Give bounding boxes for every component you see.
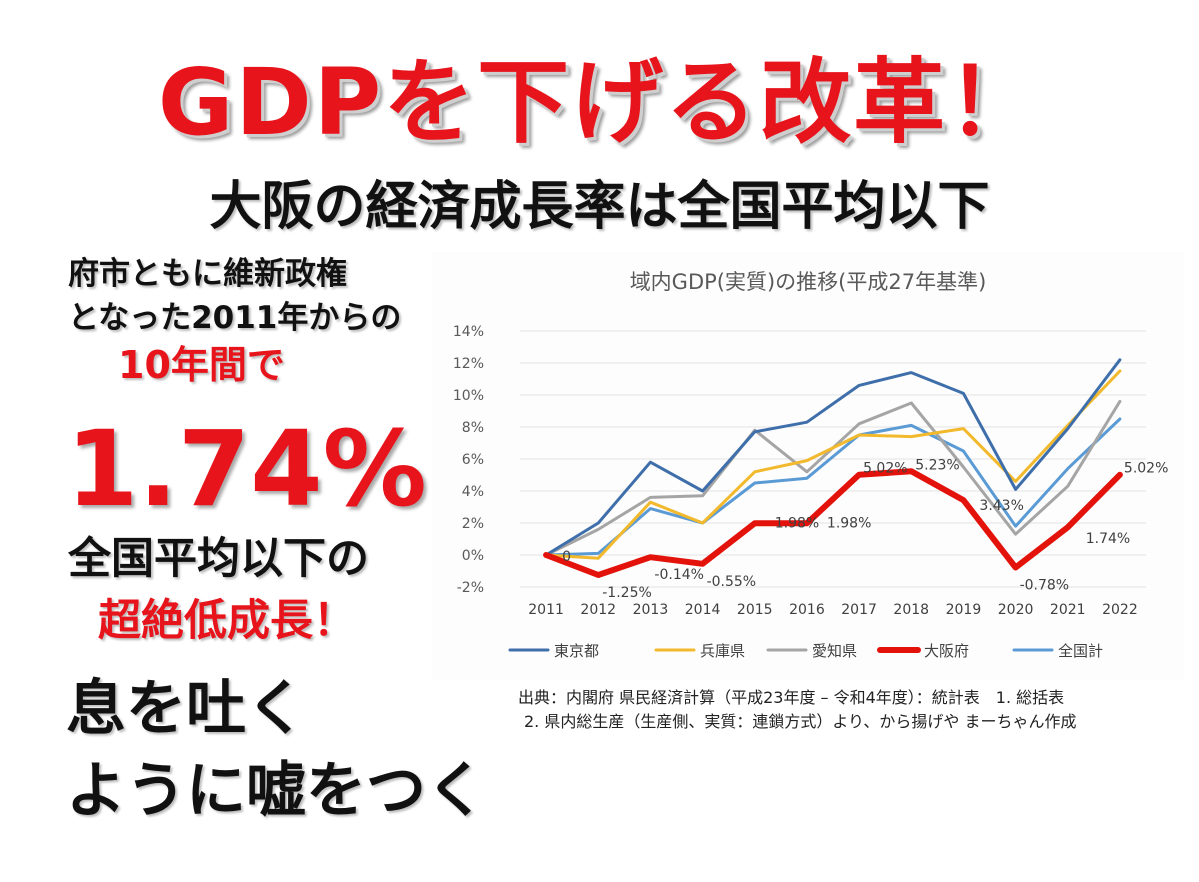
y-tick-label: 4% (462, 484, 484, 500)
source-note-line-1: 出典：内閣府 県民経済計算（平成23年度 – 令和4年度）：統計表 1. 総括表 (518, 688, 1065, 707)
series-line (544, 417, 1122, 557)
y-tick-label: 10% (453, 388, 484, 404)
data-labels: 0 -1.25%-0.14% -0.55% 1.98% 1.98% 5.02% 5.23% 3… (562, 457, 1168, 601)
series-line (544, 358, 1122, 557)
series-line (544, 399, 1122, 557)
data-label: 1.74% (1086, 531, 1130, 547)
legend-label: 大阪府 (924, 642, 969, 660)
data-label: -0.55% (707, 574, 757, 590)
x-tick-label: 2019 (946, 602, 982, 618)
x-tick-label: 2017 (841, 602, 877, 618)
data-label: 1.98% (827, 515, 871, 531)
x-tick-label: 2018 (893, 602, 929, 618)
x-tick-label: 2015 (737, 602, 773, 618)
x-axis-ticks: 2011 2012 2013 2014 2015 2016 2017 2018 2019 2020… (528, 602, 1137, 618)
side-text-line-8: ように嘘をつく (66, 756, 486, 826)
side-text-ten-years: 10年間で (118, 343, 285, 387)
subheadline: 大阪の経済成長率は全国平均以下 (209, 177, 990, 237)
data-label: -0.78% (1020, 577, 1070, 593)
headline: GDPを下げる改革！ (157, 49, 1042, 156)
data-label: -1.25% (602, 585, 652, 601)
x-tick-label: 2016 (789, 602, 825, 618)
y-axis-ticks: 14% 12% 10% 8% 6% 4% 2% 0% -2% (453, 324, 484, 596)
series-lines (543, 358, 1123, 578)
legend: 東京都 兵庫県 愛知県 大阪府 全国計 (508, 642, 1103, 660)
x-tick-label: 2011 (528, 602, 564, 618)
side-text-below-average: 全国平均以下の (68, 534, 369, 584)
legend-label: 全国計 (1058, 642, 1103, 660)
chart-title: 域内GDP(実質)の推移(平成27年基準) (630, 270, 987, 294)
legend-label: 愛知県 (812, 642, 857, 660)
grid-lines (520, 330, 1146, 588)
y-tick-label: -2% (457, 580, 484, 596)
x-tick-label: 2014 (685, 602, 721, 618)
legend-label: 兵庫県 (700, 642, 745, 660)
data-label: -0.14% (654, 567, 704, 583)
series-line (544, 369, 1122, 560)
series-line (543, 468, 1123, 578)
x-tick-label: 2022 (1102, 602, 1138, 618)
chart-panel: 域内GDP(実質)の推移(平成27年基準) 14% 12% 10% 8% 6% 4% 2% 0… (432, 252, 1184, 680)
side-text-line-2: となった2011年からの (68, 300, 402, 336)
data-label: 0 (562, 549, 571, 565)
y-tick-label: 6% (462, 452, 484, 468)
y-tick-label: 0% (462, 548, 484, 564)
x-tick-label: 2012 (580, 602, 616, 618)
data-label: 3.43% (979, 498, 1023, 514)
x-tick-label: 2021 (1050, 602, 1086, 618)
side-text-line-1: 府市ともに維新政権 (68, 256, 347, 292)
y-tick-label: 2% (462, 516, 484, 532)
data-label: 5.02% (863, 461, 907, 477)
legend-label: 東京都 (554, 642, 599, 660)
data-label: 1.98% (775, 515, 819, 531)
x-tick-label: 2020 (998, 602, 1034, 618)
x-tick-label: 2013 (633, 602, 669, 618)
source-note-line-2: 2. 県内総生産（生産側、実質：連鎖方式）より、から揚げや まーちゃん作成 (524, 712, 1077, 731)
y-tick-label: 14% (453, 324, 484, 340)
data-label: 5.02% (1124, 461, 1168, 477)
y-tick-label: 8% (462, 420, 484, 436)
data-label: 5.23% (915, 457, 959, 473)
side-text-low-growth: 超絶低成長！ (98, 596, 356, 646)
side-text-line-7: 息を吐く (66, 674, 306, 744)
y-tick-label: 12% (453, 356, 484, 372)
gdp-line-chart: 域内GDP(実質)の推移(平成27年基準) 14% 12% 10% 8% 6% 4% 2% 0… (453, 270, 1169, 660)
